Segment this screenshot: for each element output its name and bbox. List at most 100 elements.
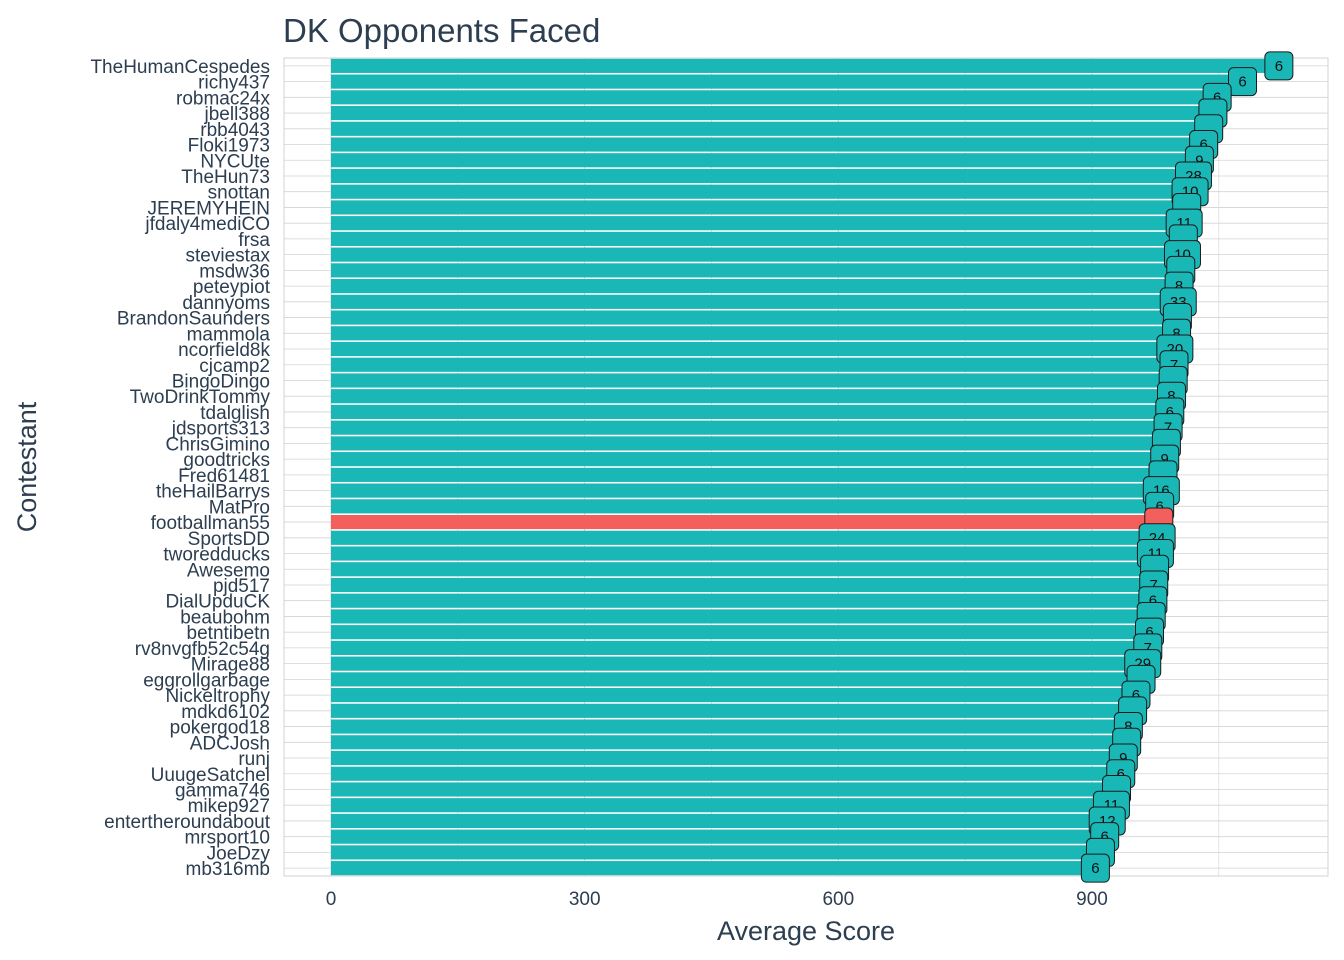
bar-jdsports313	[331, 420, 1169, 435]
bar-pokergod18	[331, 719, 1129, 734]
y-tick-label: ncorfield8k	[178, 340, 270, 361]
bar-frsa	[331, 231, 1184, 246]
bar-mammola	[331, 326, 1177, 341]
count-label: 6	[1101, 829, 1109, 846]
y-axis-ticks: TheHumanCespedesrichy437robmac24xjbell38…	[90, 57, 270, 880]
bar-BrandonSaunders	[331, 310, 1178, 325]
y-tick-label: mrsport10	[184, 828, 270, 849]
y-tick-label: mdkd6102	[181, 702, 270, 723]
count-label: 6	[1275, 58, 1283, 75]
y-tick-label: MatPro	[209, 497, 270, 518]
y-tick-label: tworedducks	[163, 545, 270, 566]
count-label: 6	[1238, 74, 1246, 91]
y-tick-label: frsa	[238, 230, 270, 251]
bar-Nickeltrophy	[331, 688, 1136, 703]
bar-JEREMYHEIN	[331, 200, 1187, 215]
y-tick-label: UuugeSatchel	[151, 765, 270, 786]
y-tick-label: pjd517	[213, 576, 270, 597]
y-tick-label: JEREMYHEIN	[148, 198, 270, 219]
y-tick-label: mammola	[187, 324, 271, 345]
y-tick-label: theHailBarrys	[156, 482, 270, 503]
y-tick-label: Floki1973	[188, 136, 270, 157]
y-tick-label: beaubohm	[180, 607, 270, 628]
bar-cjcamp2	[331, 357, 1175, 372]
bar-ADCJosh	[331, 735, 1127, 750]
bar-TwoDrinkTommy	[331, 389, 1172, 404]
bar-Fred61481	[331, 467, 1164, 482]
y-tick-label: rv8nvgfb52c54g	[135, 639, 270, 660]
bar-Floki1973	[331, 137, 1204, 152]
count-label: 8	[1175, 278, 1183, 295]
x-axis-title: Average Score	[717, 916, 895, 946]
bar-dannyoms	[331, 294, 1179, 309]
y-tick-label: entertheroundabout	[104, 812, 271, 833]
y-tick-label: TheHumanCespedes	[90, 57, 270, 78]
y-tick-label: richy437	[198, 73, 270, 94]
bar-mb316mb	[331, 861, 1096, 876]
y-tick-label: ADCJosh	[190, 733, 270, 754]
y-tick-label: NYCUte	[200, 151, 270, 172]
y-tick-label: Awesemo	[187, 560, 270, 581]
y-tick-label: BrandonSaunders	[117, 309, 270, 330]
bar-rbb4043	[331, 121, 1209, 136]
bar-MatPro	[331, 499, 1160, 514]
bar-mikep927	[331, 798, 1112, 813]
count-label: 7	[1144, 640, 1152, 657]
count-label: 6	[1091, 860, 1099, 877]
bar-ncorfield8k	[331, 341, 1175, 357]
count-label: 6	[1145, 624, 1153, 641]
y-tick-label: pokergod18	[170, 718, 270, 739]
y-tick-label: cjcamp2	[199, 356, 270, 377]
bar-NYCUte	[331, 153, 1200, 168]
y-tick-label: msdw36	[199, 261, 270, 282]
bar-richy437	[331, 74, 1243, 89]
bar-theHailBarrys	[331, 483, 1162, 498]
y-tick-label: TwoDrinkTommy	[130, 387, 271, 408]
bar-pjd517	[331, 577, 1154, 593]
x-tick-label: 300	[569, 889, 601, 910]
count-label: 8	[1124, 719, 1132, 736]
bar-entertheroundabout	[331, 813, 1108, 829]
count-label: 6	[1213, 89, 1221, 106]
chart-title: DK Opponents Faced	[283, 12, 601, 49]
bar-eggrollgarbage	[331, 672, 1142, 687]
y-tick-label: runj	[238, 749, 270, 770]
bar-jfdaly4mediCO	[331, 216, 1185, 231]
y-tick-label: DialUpduCK	[165, 592, 270, 613]
bar-betntibetn	[331, 625, 1150, 640]
bar-ChrisGimino	[331, 436, 1167, 451]
bar-Awesemo	[331, 562, 1155, 577]
y-tick-label: eggrollgarbage	[143, 670, 270, 691]
count-label: 6	[1132, 687, 1140, 704]
y-tick-label: jbell388	[204, 104, 271, 125]
bar-gamma746	[331, 782, 1117, 797]
bar-peteypiot	[331, 279, 1180, 294]
bar-mrsport10	[331, 829, 1105, 844]
bar-snottan	[331, 184, 1191, 199]
bar-DialUpduCK	[331, 593, 1153, 608]
y-tick-label: footballman55	[151, 513, 270, 534]
bar-goodtricks	[331, 452, 1165, 467]
bar-jbell388	[331, 105, 1213, 121]
y-tick-label: BingoDingo	[172, 371, 270, 392]
count-label: 7	[1164, 420, 1172, 437]
y-tick-label: steviestax	[186, 246, 271, 267]
x-axis-ticks: 0 300 600 900	[326, 889, 1108, 910]
count-label: 6	[1199, 137, 1207, 154]
y-tick-label: TheHun73	[181, 167, 270, 188]
y-tick-label: SportsDD	[188, 529, 270, 550]
bar-runj	[331, 750, 1124, 766]
count-label: 7	[1170, 357, 1178, 374]
bar-msdw36	[331, 263, 1181, 278]
y-tick-label: peteypiot	[193, 277, 271, 298]
bar-beaubohm	[331, 609, 1152, 624]
count-label: 6	[1149, 593, 1157, 610]
count-label: 7	[1150, 577, 1158, 594]
y-tick-label: mb316mb	[186, 859, 271, 880]
bar-robmac24x	[331, 90, 1218, 105]
y-tick-label: jfdaly4mediCO	[144, 214, 270, 235]
bar-steviestax	[331, 247, 1183, 262]
count-label: 8	[1172, 325, 1180, 342]
bar-mdkd6102	[331, 703, 1133, 718]
